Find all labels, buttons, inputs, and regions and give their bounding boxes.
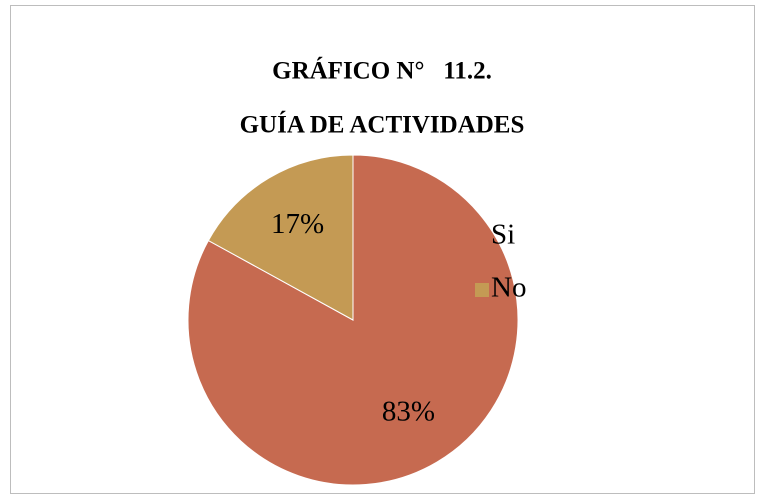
- legend-label: Si: [491, 219, 515, 251]
- data-label: 83%: [382, 395, 435, 427]
- legend-swatch: [475, 283, 489, 297]
- chart-title: GRÁFICO N° 11.2.: [272, 57, 492, 85]
- data-label: 17%: [271, 208, 324, 240]
- legend-swatch: [475, 230, 489, 244]
- chart-subtitle: GUÍA DE ACTIVIDADES: [240, 111, 525, 139]
- legend-label: No: [491, 272, 526, 304]
- pie-slice: [207, 154, 354, 321]
